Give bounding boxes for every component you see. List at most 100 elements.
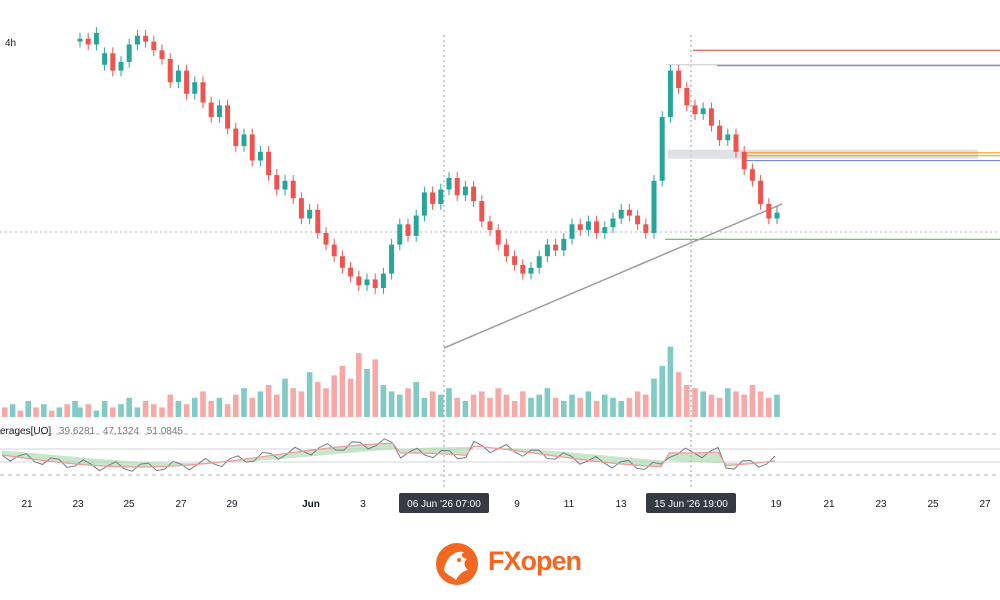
brand-prefix: FX <box>488 546 522 576</box>
volume-bar <box>454 397 460 417</box>
candle-body <box>356 276 362 286</box>
brand-suffix: open <box>520 546 582 576</box>
volume-bar <box>183 404 190 417</box>
candle-body <box>725 134 731 141</box>
volume-bar <box>684 385 690 417</box>
candle-body <box>708 108 714 126</box>
candle-body <box>364 279 370 286</box>
candle-body <box>446 177 452 190</box>
crosshair-date-badge <box>646 493 736 513</box>
brand-wordmark: FXopen <box>488 546 582 577</box>
candle-body <box>520 264 526 274</box>
candle-body <box>536 256 542 268</box>
volume-bar <box>41 404 47 417</box>
volume-bar <box>413 381 419 417</box>
volume-bar <box>725 388 731 417</box>
candle-body <box>282 180 288 190</box>
candle-body <box>594 221 600 233</box>
volume-bar <box>72 401 78 417</box>
indicator-value-2: 47.1324 <box>102 426 140 437</box>
indicator-legend: erages[UO] 39.6281 47.1324 51.0845 <box>0 426 188 437</box>
x-axis-tick-label: 13 <box>615 499 627 510</box>
candle-body <box>610 218 616 228</box>
candle-body <box>700 108 706 115</box>
candle-body <box>684 88 690 106</box>
candle-body <box>102 53 108 65</box>
x-axis-tick-label: 25 <box>123 499 135 510</box>
volume-bar <box>347 378 354 417</box>
volume-bar <box>421 397 428 417</box>
candle-body <box>413 215 419 236</box>
candle-body <box>602 227 608 233</box>
candle-body <box>717 125 723 141</box>
candle-body <box>569 224 575 239</box>
candle-body <box>512 256 518 265</box>
candle-body <box>315 209 321 233</box>
volume-bar <box>282 378 288 417</box>
volume-bar <box>733 391 739 417</box>
volume-bar <box>766 397 772 417</box>
candle-body <box>659 117 665 181</box>
candle-body <box>676 70 682 88</box>
candle-body <box>692 105 698 115</box>
candle-body <box>208 102 214 117</box>
volume-bar <box>331 375 337 417</box>
volume-bar <box>175 401 182 417</box>
price-chart[interactable]: 21 23 25 27 29 Jun 3 06 Jun '26 07:00 9 11 13 15 Ju… <box>0 0 1000 515</box>
candle-body <box>561 238 567 251</box>
volume-bar <box>241 388 247 417</box>
candle-body <box>528 267 534 274</box>
candle-body <box>421 192 427 216</box>
osc-line <box>1 438 776 472</box>
volume-bar <box>774 394 780 417</box>
candle-body <box>618 209 624 219</box>
volume-bar <box>716 397 723 417</box>
volume-bar <box>2 407 8 417</box>
candle-body <box>774 212 780 219</box>
candle-body <box>733 134 739 152</box>
candle-body <box>323 233 329 245</box>
candle-body <box>118 61 124 71</box>
volume-bar <box>552 397 559 417</box>
candle-body <box>241 134 247 146</box>
volume-bar <box>593 401 600 417</box>
candle-body <box>626 209 632 216</box>
volume-bar <box>667 346 674 417</box>
volume-bar <box>495 388 501 417</box>
volume-bar <box>561 401 567 417</box>
volume-bar <box>77 407 83 417</box>
volume-bar <box>25 401 31 417</box>
crosshair-date-label: 06 Jun '26 07:00 <box>407 499 481 510</box>
volume-bar <box>118 404 124 417</box>
candle-body <box>438 189 444 204</box>
candle-body <box>216 105 222 117</box>
candle-body <box>667 70 673 117</box>
volume-bar <box>602 394 608 417</box>
volume-bar <box>257 391 264 417</box>
volume-bar <box>380 385 387 417</box>
volume-bar <box>142 401 149 417</box>
volume-bar <box>544 388 551 417</box>
volume-bar <box>56 407 63 417</box>
indicator-value-1: 39.6281 <box>58 426 96 437</box>
candle-body <box>487 221 493 231</box>
chart-area[interactable]: 21 23 25 27 29 Jun 3 06 Jun '26 07:00 9 11 13 15 Ju… <box>0 0 1000 515</box>
volume-bar <box>520 391 526 417</box>
volume-bar <box>511 401 518 417</box>
volume-bar <box>405 388 411 417</box>
indicator-value-3: 51.0845 <box>146 426 183 437</box>
volume-bar <box>167 394 173 417</box>
volume-bar <box>446 388 452 417</box>
volume-bar <box>470 394 477 417</box>
candle-body <box>233 128 239 146</box>
volume-bar <box>356 353 362 417</box>
volume-bar <box>675 372 682 417</box>
volume-bar <box>487 397 493 417</box>
candle-body <box>85 38 91 45</box>
volume-bar <box>159 407 165 417</box>
candle-body <box>331 244 337 257</box>
crosshair-date-badge <box>399 493 489 513</box>
candle-body <box>741 151 747 170</box>
candle-body <box>249 134 255 161</box>
candle-body <box>290 180 296 199</box>
